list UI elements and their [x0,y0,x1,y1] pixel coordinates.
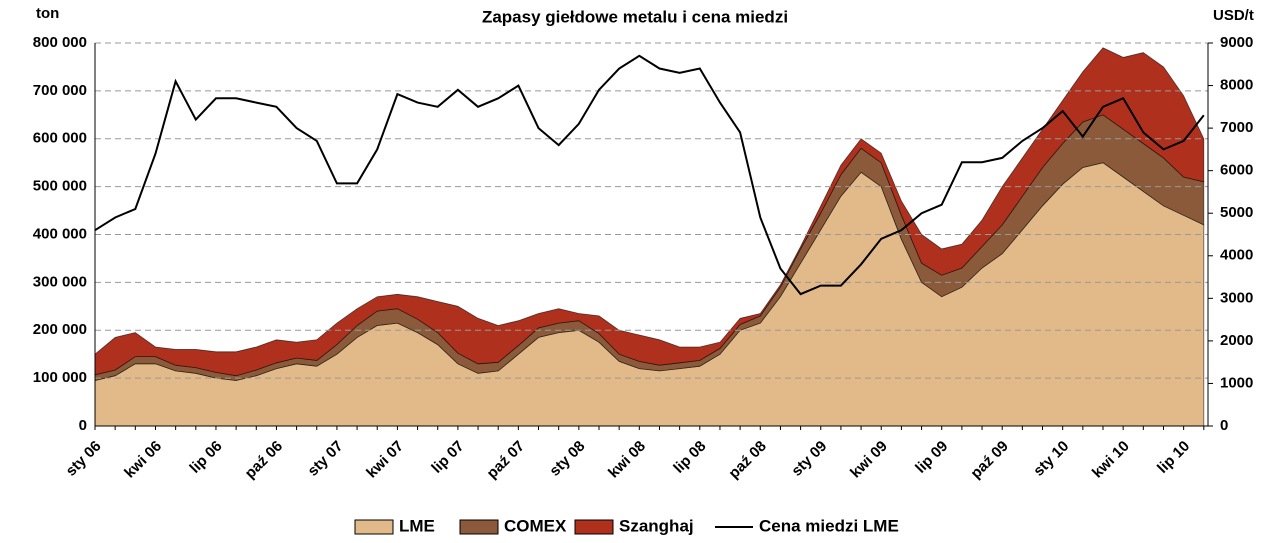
legend-swatch [354,519,394,535]
area [94,47,1205,377]
y-axis-label: ton [36,5,59,22]
x-tick-label: lip 06 [186,438,225,477]
y2-tick-label: 7000 [1220,119,1253,136]
price-line [94,54,1205,296]
y-tick-label: 700 000 [33,82,87,99]
x-tick-label: sty 09 [788,438,830,480]
y2-tick-label: 3000 [1220,289,1253,306]
x-tick-label: kwi 09 [847,438,891,482]
y-tick-label: 200 000 [33,321,87,338]
y2-tick-label: 9000 [1220,34,1253,51]
x-tick-label: lip 10 [1154,438,1193,477]
y-tick-label: 300 000 [33,273,87,290]
y-tick-label: 500 000 [33,178,87,195]
y2-tick-label: 6000 [1220,162,1253,179]
x-tick-label: kwi 07 [363,438,407,482]
y-tick-label: 600 000 [33,130,87,147]
legend-swatch [574,519,614,535]
y2-tick-label: 2000 [1220,332,1253,349]
y-tick-label: 400 000 [33,225,87,242]
y2-axis-label: USD/t [1213,7,1254,24]
y2-tick-label: 0 [1220,417,1228,434]
x-tick-label: lip 09 [912,438,951,477]
x-tick-label: lip 08 [670,438,709,477]
y-tick-label: 100 000 [33,369,87,386]
legend-label: COMEX [504,516,567,535]
legend-label: Szanghaj [619,516,694,535]
legend-swatch [459,519,499,535]
y2-tick-label: 8000 [1220,77,1253,94]
y2-tick-label: 5000 [1220,204,1253,221]
x-tick-label: paź 08 [725,438,769,482]
x-tick-label: paź 06 [242,438,286,482]
x-tick-label: sty 07 [304,438,346,480]
y2-tick-label: 4000 [1220,247,1253,264]
legend-label: LME [399,516,435,535]
x-tick-label: lip 07 [428,438,467,477]
y2-tick-label: 1000 [1220,374,1253,391]
chart-title: Zapasy giełdowe metalu i cena miedzi [482,7,788,26]
x-tick-label: sty 08 [546,438,588,480]
x-tick-label: kwi 10 [1089,438,1133,482]
x-tick-label: paź 07 [484,438,528,482]
x-tick-label: sty 06 [63,438,105,480]
y-tick-label: 0 [79,417,87,434]
x-tick-label: sty 10 [1030,438,1072,480]
x-tick-label: kwi 08 [605,438,649,482]
x-tick-label: kwi 06 [121,438,165,482]
x-tick-label: paź 09 [967,438,1011,482]
y-tick-label: 800 000 [33,34,87,51]
legend-label: Cena miedzi LME [759,516,899,535]
